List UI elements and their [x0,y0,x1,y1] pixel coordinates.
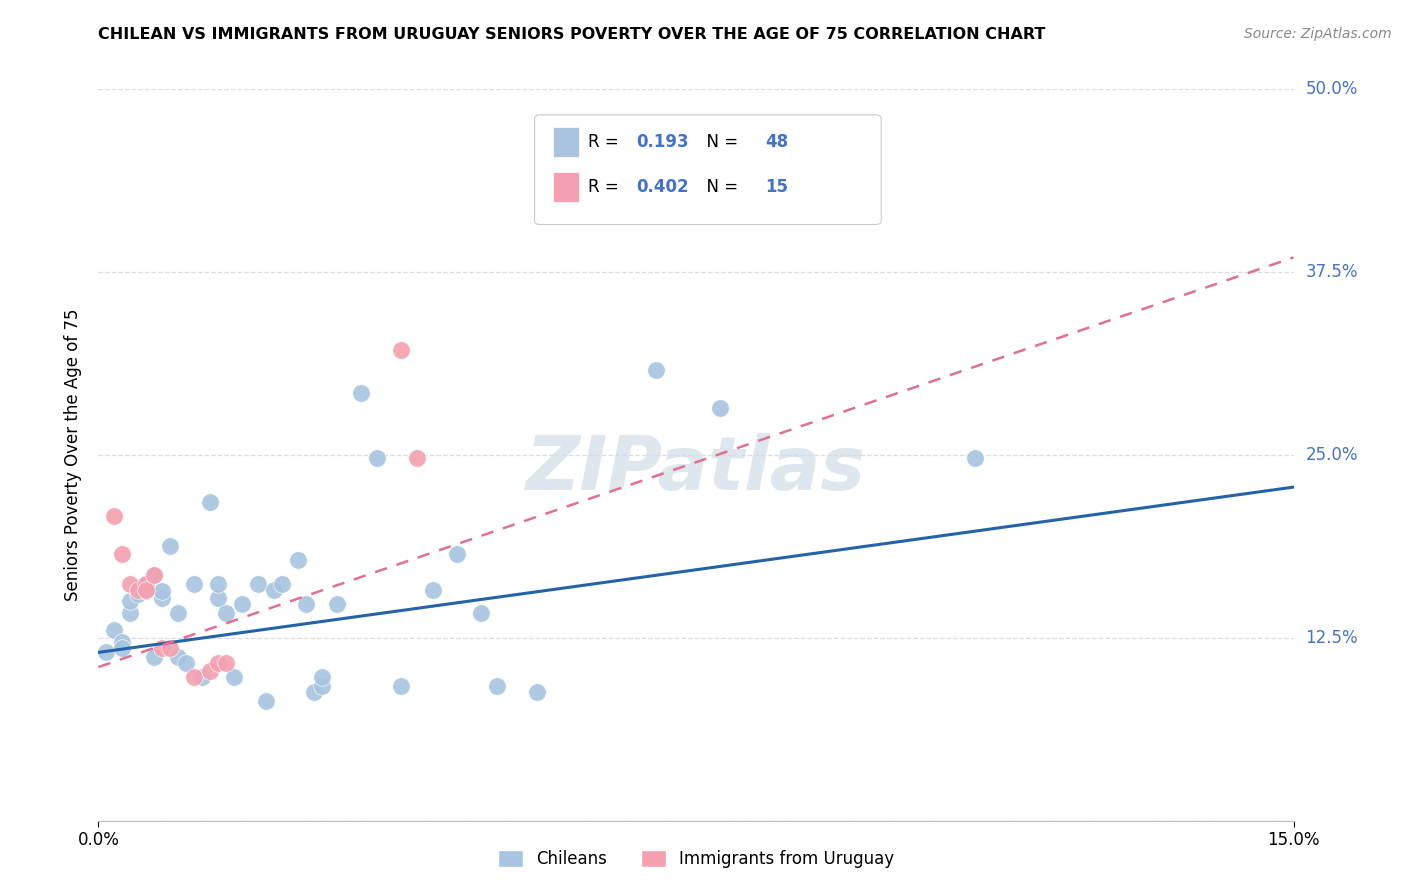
Point [302,685,325,699]
Point [127,587,149,601]
Point [311,670,333,684]
Point [350,386,373,401]
Point [470,606,492,620]
Point [183,576,205,591]
Point [150,591,173,606]
Point [120,606,142,620]
Point [111,635,134,649]
Point [287,553,309,567]
Point [103,509,125,524]
Point [709,401,731,416]
Point [311,679,333,693]
Point [215,656,238,670]
Point [246,576,269,591]
Point [198,665,221,679]
Text: N =: N = [696,178,744,196]
Point [270,576,292,591]
Point [207,576,229,591]
Point [120,594,142,608]
Point [150,584,173,599]
Point [422,582,444,597]
Point [111,548,134,562]
Point [207,656,229,670]
Point [159,539,181,553]
Point [135,576,157,591]
Point [103,624,125,638]
FancyBboxPatch shape [553,171,579,202]
Text: 0.193: 0.193 [636,133,689,151]
Point [215,606,238,620]
Point [254,694,277,708]
Point [135,584,157,599]
Point [143,649,166,664]
Legend: Chileans, Immigrants from Uruguay: Chileans, Immigrants from Uruguay [491,843,901,874]
Text: CHILEAN VS IMMIGRANTS FROM URUGUAY SENIORS POVERTY OVER THE AGE OF 75 CORRELATIO: CHILEAN VS IMMIGRANTS FROM URUGUAY SENIO… [98,27,1046,42]
Y-axis label: Seniors Poverty Over the Age of 75: Seniors Poverty Over the Age of 75 [65,309,83,601]
Point [963,450,986,465]
Text: Source: ZipAtlas.com: Source: ZipAtlas.com [1244,27,1392,41]
Point [183,670,205,684]
Point [446,548,468,562]
Point [159,640,181,655]
Text: N =: N = [696,133,744,151]
Point [222,670,245,684]
Text: 37.5%: 37.5% [1305,263,1358,281]
Point [389,679,412,693]
Point [191,670,214,684]
FancyBboxPatch shape [534,115,882,225]
Point [231,597,253,611]
Point [150,640,173,655]
Point [174,656,197,670]
Point [406,450,429,465]
Point [143,567,166,582]
Text: 25.0%: 25.0% [1305,446,1358,464]
Text: ZIPatlas: ZIPatlas [526,433,866,506]
Point [207,591,229,606]
Point [645,363,668,377]
Point [167,606,190,620]
Point [198,494,221,508]
Text: R =: R = [588,133,624,151]
Point [389,343,412,357]
Point [120,576,142,591]
Point [366,450,388,465]
Point [111,640,134,655]
Point [294,597,316,611]
Point [167,649,190,664]
FancyBboxPatch shape [553,127,579,157]
Point [326,597,349,611]
Point [263,582,285,597]
Point [143,567,166,582]
Point [135,576,157,591]
Text: 48: 48 [765,133,789,151]
Text: 50.0%: 50.0% [1305,80,1358,98]
Text: 0.402: 0.402 [636,178,689,196]
Point [526,685,548,699]
Point [96,645,118,659]
Text: 12.5%: 12.5% [1305,629,1358,647]
Point [135,582,157,597]
Text: 15: 15 [765,178,789,196]
Point [127,580,149,594]
Point [127,582,149,597]
Point [485,679,508,693]
Point [598,167,620,181]
Text: R =: R = [588,178,624,196]
